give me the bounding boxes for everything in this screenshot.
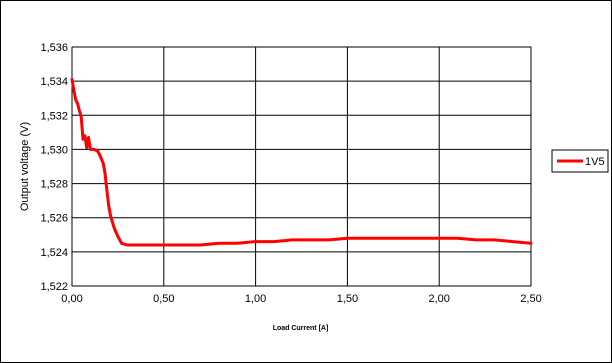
x-tick-label: 0,50 [153, 293, 174, 305]
legend-label-1v5: 1V5 [585, 156, 605, 168]
series-line-1v5 [70, 77, 533, 247]
x-axis-label: Load Current [A] [273, 325, 329, 332]
y-tick-label: 1,532 [40, 110, 68, 122]
x-tick-label: 1,00 [245, 293, 266, 305]
y-tick-label: 1,528 [40, 179, 68, 191]
x-tick-label: 0,00 [61, 293, 82, 305]
plot-area [71, 46, 532, 287]
x-tick-label: 1,50 [337, 293, 358, 305]
y-tick-label: 1,536 [40, 42, 68, 54]
series-lines [70, 77, 533, 247]
y-tick-label: 1,524 [40, 247, 68, 259]
y-tick-labels: 1,522 1,524 1,526 1,528 1,530 1,532 1,534 1,536 [40, 42, 68, 293]
y-tick-label: 1,526 [40, 213, 68, 225]
legend: 1V5 [551, 149, 609, 173]
y-tick-label: 1,530 [40, 144, 68, 156]
x-tick-label: 2,50 [520, 293, 541, 305]
x-tick-label: 2,00 [428, 293, 449, 305]
y-tick-label: 1,534 [40, 76, 68, 88]
x-tick-labels: 0,00 0,50 1,00 1,50 2,00 2,50 [61, 293, 541, 305]
y-axis-label: Output voltage (V) [19, 122, 31, 211]
y-tick-label: 1,522 [40, 281, 68, 293]
